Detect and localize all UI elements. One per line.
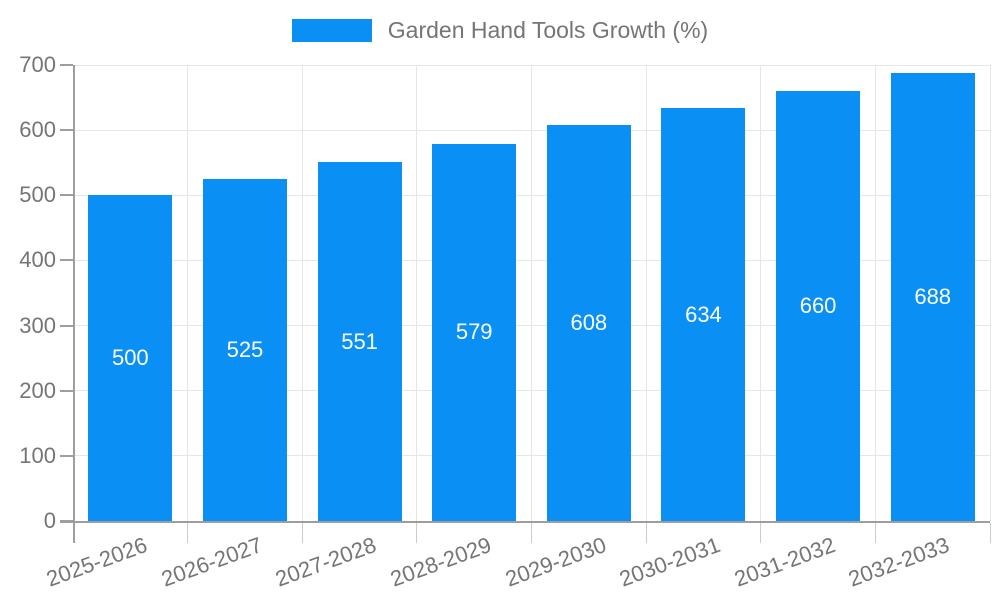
y-tick-label: 600 — [19, 117, 56, 143]
bar: 525 — [202, 179, 287, 521]
x-gridline — [760, 65, 762, 521]
y-tick-label: 0 — [43, 508, 56, 533]
x-tick-mark — [645, 523, 647, 543]
bar: 660 — [776, 91, 861, 521]
bar: 688 — [890, 72, 975, 521]
x-tick-mark — [416, 523, 418, 543]
x-tick-mark — [73, 523, 74, 543]
x-tick-label: 2026-2027 — [157, 532, 266, 592]
legend-swatch — [291, 18, 372, 42]
y-tick-mark — [60, 259, 73, 262]
bar: 500 — [88, 195, 173, 521]
x-axis-line — [60, 521, 990, 523]
x-tick-mark — [531, 523, 532, 543]
x-gridline — [989, 65, 991, 521]
y-tick-label: 200 — [19, 377, 56, 403]
x-tick-label: 2029-2030 — [501, 532, 610, 592]
x-tick-mark — [874, 523, 876, 543]
y-tick-label: 700 — [19, 52, 56, 77]
x-tick-label: 2027-2028 — [272, 532, 380, 592]
bar-value-label: 608 — [570, 309, 608, 335]
x-tick-label: 2032-2033 — [845, 532, 953, 592]
x-gridline — [645, 65, 647, 521]
bar-value-label: 500 — [111, 345, 149, 371]
y-tick-mark — [60, 389, 73, 392]
y-axis-line — [73, 65, 75, 543]
x-gridline — [187, 65, 189, 521]
y-tick-mark — [60, 520, 73, 522]
x-tick-label: 2031-2032 — [730, 532, 839, 592]
y-tick-label: 300 — [19, 312, 56, 338]
y-tick-label: 500 — [19, 182, 56, 208]
x-tick-label: 2025-2026 — [43, 532, 151, 592]
x-tick-mark — [989, 523, 991, 543]
y-tick-mark — [60, 454, 73, 457]
y-tick-label: 400 — [19, 247, 56, 273]
bar-value-label: 634 — [685, 301, 722, 327]
bar: 551 — [317, 162, 402, 521]
legend: Garden Hand Tools Growth (%) — [0, 16, 1000, 44]
x-gridline — [416, 65, 418, 521]
x-gridline — [531, 65, 532, 521]
y-tick-label: 100 — [19, 442, 56, 468]
x-tick-label: 2030-2031 — [616, 532, 724, 592]
y-tick-mark — [60, 194, 73, 197]
bar-value-label: 660 — [799, 293, 837, 319]
y-tick-mark — [60, 129, 73, 132]
plot-area: 500 525 551 579 608 634 660 688 — [73, 64, 991, 521]
bar-value-label: 525 — [226, 337, 264, 362]
y-tick-mark — [60, 64, 73, 66]
legend-label: Garden Hand Tools Growth (%) — [387, 17, 709, 43]
x-tick-mark — [301, 523, 303, 543]
bar: 634 — [661, 108, 746, 521]
bar-value-label: 688 — [914, 283, 952, 309]
bar: 608 — [546, 124, 631, 521]
x-tick-label: 2028-2029 — [386, 532, 495, 592]
y-tick-mark — [60, 324, 73, 327]
bar-value-label: 579 — [455, 319, 493, 345]
x-gridline — [874, 65, 876, 521]
bar: 579 — [432, 143, 517, 521]
x-gridline — [301, 65, 303, 521]
bar-value-label: 551 — [341, 328, 378, 354]
x-tick-mark — [760, 523, 762, 543]
x-tick-mark — [187, 523, 189, 543]
